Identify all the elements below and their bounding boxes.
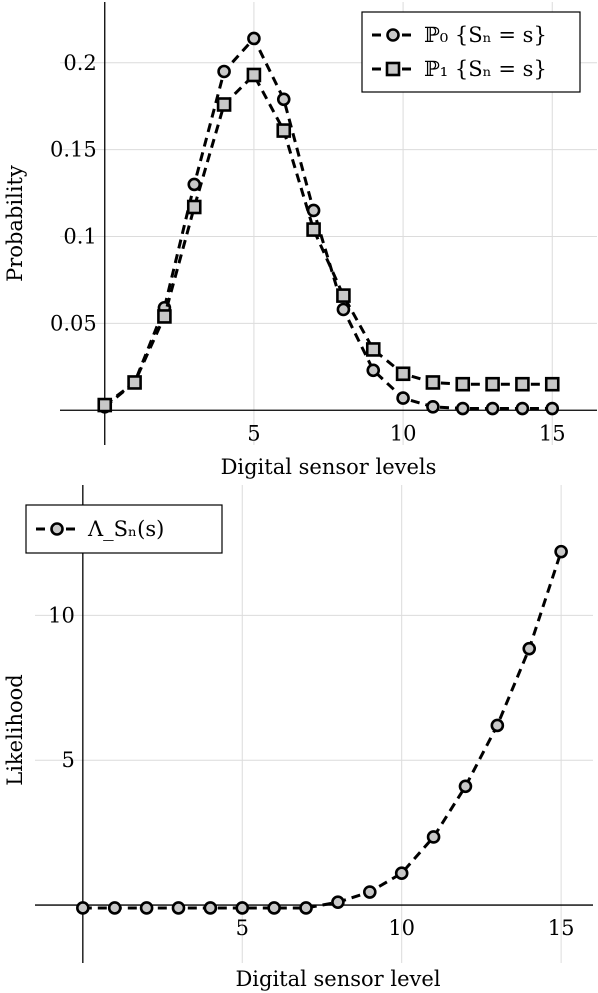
data-point <box>425 375 441 390</box>
x-tick-label: 5 <box>247 421 260 445</box>
data-point <box>187 177 202 192</box>
data-point <box>485 401 500 416</box>
data-point <box>490 718 505 733</box>
y-tick-label: 0.1 <box>63 225 96 249</box>
legend-marker <box>386 28 400 42</box>
data-point <box>458 779 473 794</box>
legend-marker <box>385 61 401 77</box>
data-point <box>171 901 186 915</box>
data-point <box>216 97 232 112</box>
legend-label: ℙ₀ {Sₙ = s} <box>424 23 547 47</box>
data-point <box>515 376 530 392</box>
data-point <box>554 544 568 559</box>
data-point <box>545 401 560 416</box>
data-point <box>336 288 351 303</box>
data-point <box>217 64 231 79</box>
data-point <box>426 399 440 414</box>
x-tick-label: 15 <box>548 916 575 940</box>
x-tick-label: 10 <box>390 421 417 445</box>
data-point <box>247 31 261 46</box>
data-point <box>186 199 202 215</box>
data-point <box>157 309 172 324</box>
data-point <box>203 901 218 915</box>
data-point <box>246 67 262 83</box>
y-axis-label: Likelihood <box>3 674 27 786</box>
data-point <box>522 641 537 656</box>
x-axis-label: Digital sensor levels <box>221 455 437 479</box>
data-point <box>306 222 321 237</box>
data-point <box>299 901 313 915</box>
series-line-1 <box>103 35 553 410</box>
data-point <box>267 901 281 915</box>
data-point <box>306 203 321 218</box>
data-point <box>127 375 142 390</box>
data-point <box>366 363 381 378</box>
data-point <box>544 376 560 392</box>
likelihood-chart: 5 10 15 5 10 Digital sensor level Likelihood Λ_… <box>3 485 593 991</box>
data-point <box>139 901 154 915</box>
data-point <box>426 830 441 844</box>
data-point <box>97 397 113 413</box>
data-point <box>396 391 410 405</box>
data-point <box>107 901 122 915</box>
data-point <box>515 401 530 416</box>
data-point <box>276 123 292 138</box>
data-point <box>395 366 411 382</box>
data-point <box>365 342 381 357</box>
data-point <box>455 376 471 392</box>
data-point <box>331 895 345 909</box>
legend-marker <box>50 522 64 536</box>
y-tick-label: 0.2 <box>63 51 96 75</box>
series-line-1 <box>82 551 563 910</box>
y-tick-label: 0.15 <box>50 138 97 162</box>
legend-box <box>361 11 581 93</box>
data-point <box>336 302 351 317</box>
y-tick-label: 5 <box>61 748 74 772</box>
data-point <box>76 901 90 915</box>
probability-chart: 5 10 15 0.05 0.1 0.15 0.2 Digital sensor levels… <box>3 2 597 479</box>
data-point <box>394 866 409 880</box>
x-tick-label: 5 <box>236 916 249 940</box>
y-tick-label: 0.05 <box>50 311 97 335</box>
x-axis-label: Digital sensor level <box>235 967 440 991</box>
legend-label: ℙ₁ {Sₙ = s} <box>424 57 547 81</box>
legend-label: Λ_Sₙ(s) <box>87 517 164 541</box>
y-axis-label: Probability <box>3 165 27 282</box>
x-tick-label: 10 <box>388 916 415 940</box>
x-tick-label: 15 <box>539 421 566 445</box>
y-tick-label: 10 <box>48 603 75 627</box>
data-point <box>455 401 470 416</box>
series-line-2 <box>103 72 553 407</box>
data-point <box>362 885 377 899</box>
data-point <box>235 901 250 915</box>
data-point <box>485 376 500 392</box>
data-point <box>276 92 291 107</box>
